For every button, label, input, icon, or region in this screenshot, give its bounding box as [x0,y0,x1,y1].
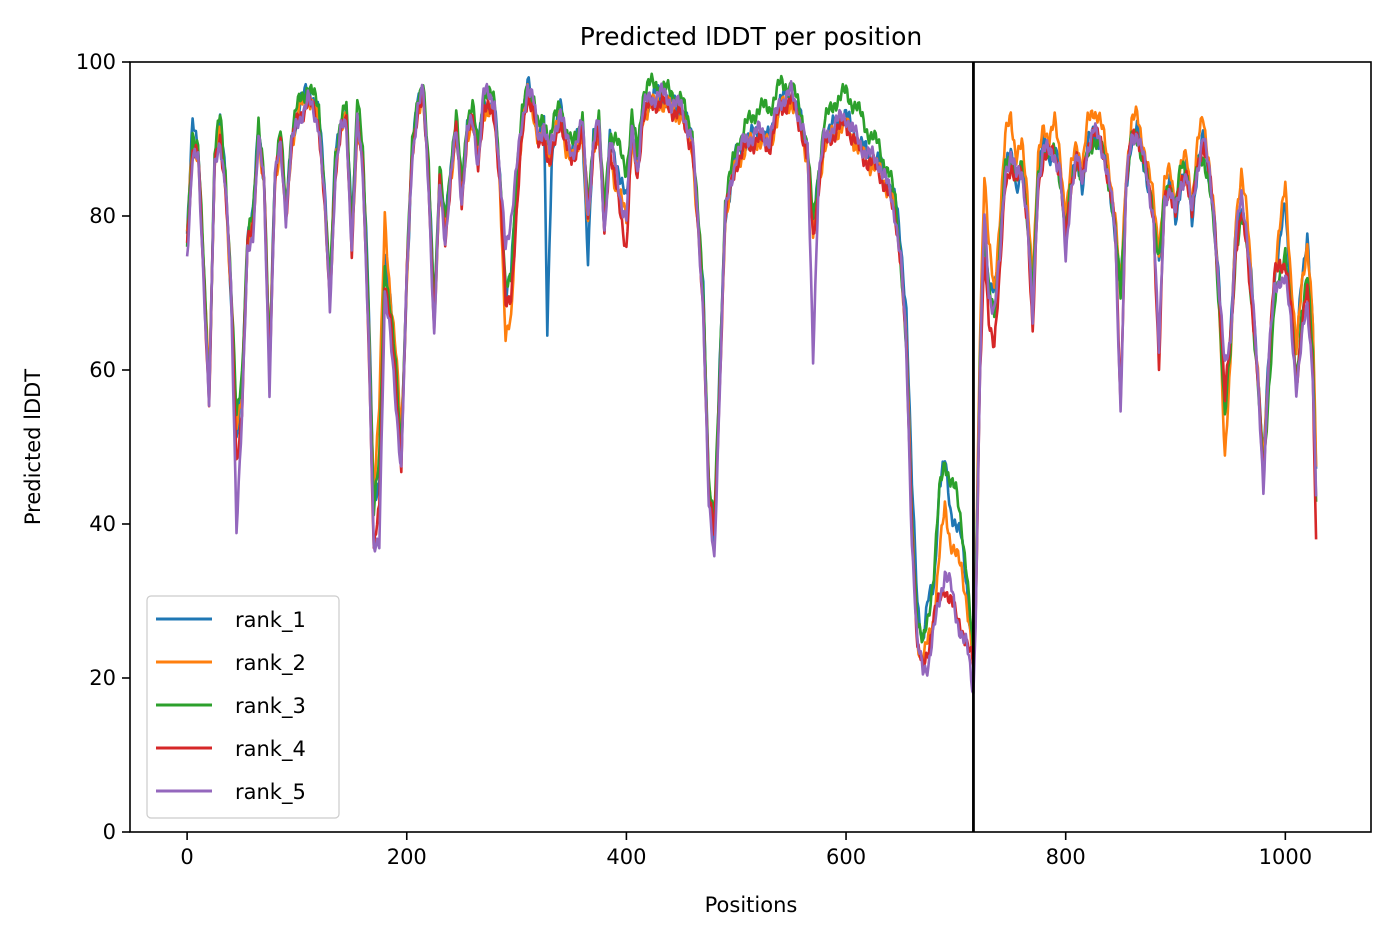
x-axis-label: Positions [705,893,798,917]
plot-frame [129,61,1372,833]
x-tick-label: 0 [180,845,193,869]
y-tick-label: 60 [89,358,116,382]
chart-title: Predicted lDDT per position [580,22,922,51]
series-line-rank-5 [185,80,1318,695]
x-axis-ticks: 0 200 400 600 800 1000 [180,832,1312,869]
y-tick-label: 0 [103,820,116,844]
legend-label-rank-2: rank_2 [235,651,306,676]
x-tick-label: 200 [387,845,427,869]
legend: rank_1 rank_2 rank_3 rank_4 rank_5 [146,595,340,819]
y-tick-label: 80 [89,204,116,228]
legend-label-rank-3: rank_3 [235,694,306,719]
x-tick-label: 1000 [1259,845,1312,869]
x-tick-label: 400 [606,845,646,869]
legend-box [146,595,340,819]
y-axis-ticks: 0 20 40 60 80 100 [76,50,130,844]
legend-label-rank-5: rank_5 [235,780,306,805]
legend-label-rank-4: rank_4 [235,737,306,762]
x-tick-label: 800 [1046,845,1086,869]
legend-label-rank-1: rank_1 [235,608,306,633]
y-tick-label: 20 [89,666,116,690]
y-tick-label: 100 [76,50,116,74]
y-tick-label: 40 [89,512,116,536]
x-tick-label: 600 [826,845,866,869]
y-axis-label: Predicted lDDT [21,369,45,525]
series-layer [185,72,1318,695]
